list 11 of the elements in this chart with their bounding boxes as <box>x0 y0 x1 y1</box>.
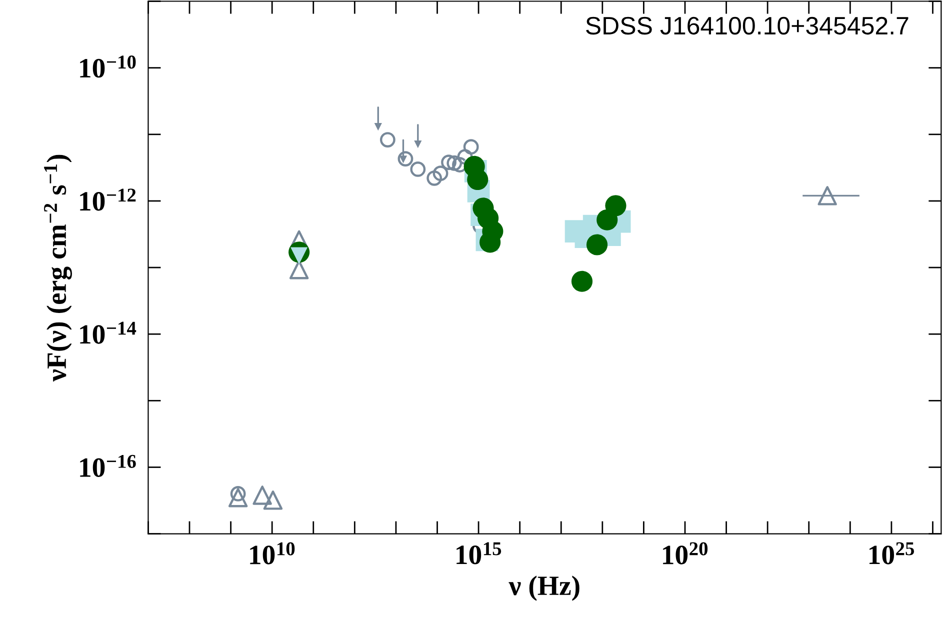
y-axis-title: νF(ν) (erg cm$^{−2}$ s$^{−1}$) <box>44 154 72 382</box>
x-tick-label: 10$^{25}$ <box>870 542 914 564</box>
y-tick-label: 10$^{−10}$ <box>80 56 136 78</box>
y-tick-label: 10$^{−16}$ <box>80 454 136 477</box>
x-tick-label: 10$^{20}$ <box>663 542 708 564</box>
x-tick-label: 10$^{15}$ <box>456 542 502 564</box>
annotation: SDSS J164100.10+345452.7 <box>586 16 908 35</box>
y-tick-label: 10$^{−14}$ <box>80 322 136 344</box>
y-tick-label: 10$^{−12}$ <box>80 188 136 211</box>
x-axis-title: ν (Hz) <box>508 576 580 601</box>
x-tick-label: 10$^{10}$ <box>250 542 295 564</box>
